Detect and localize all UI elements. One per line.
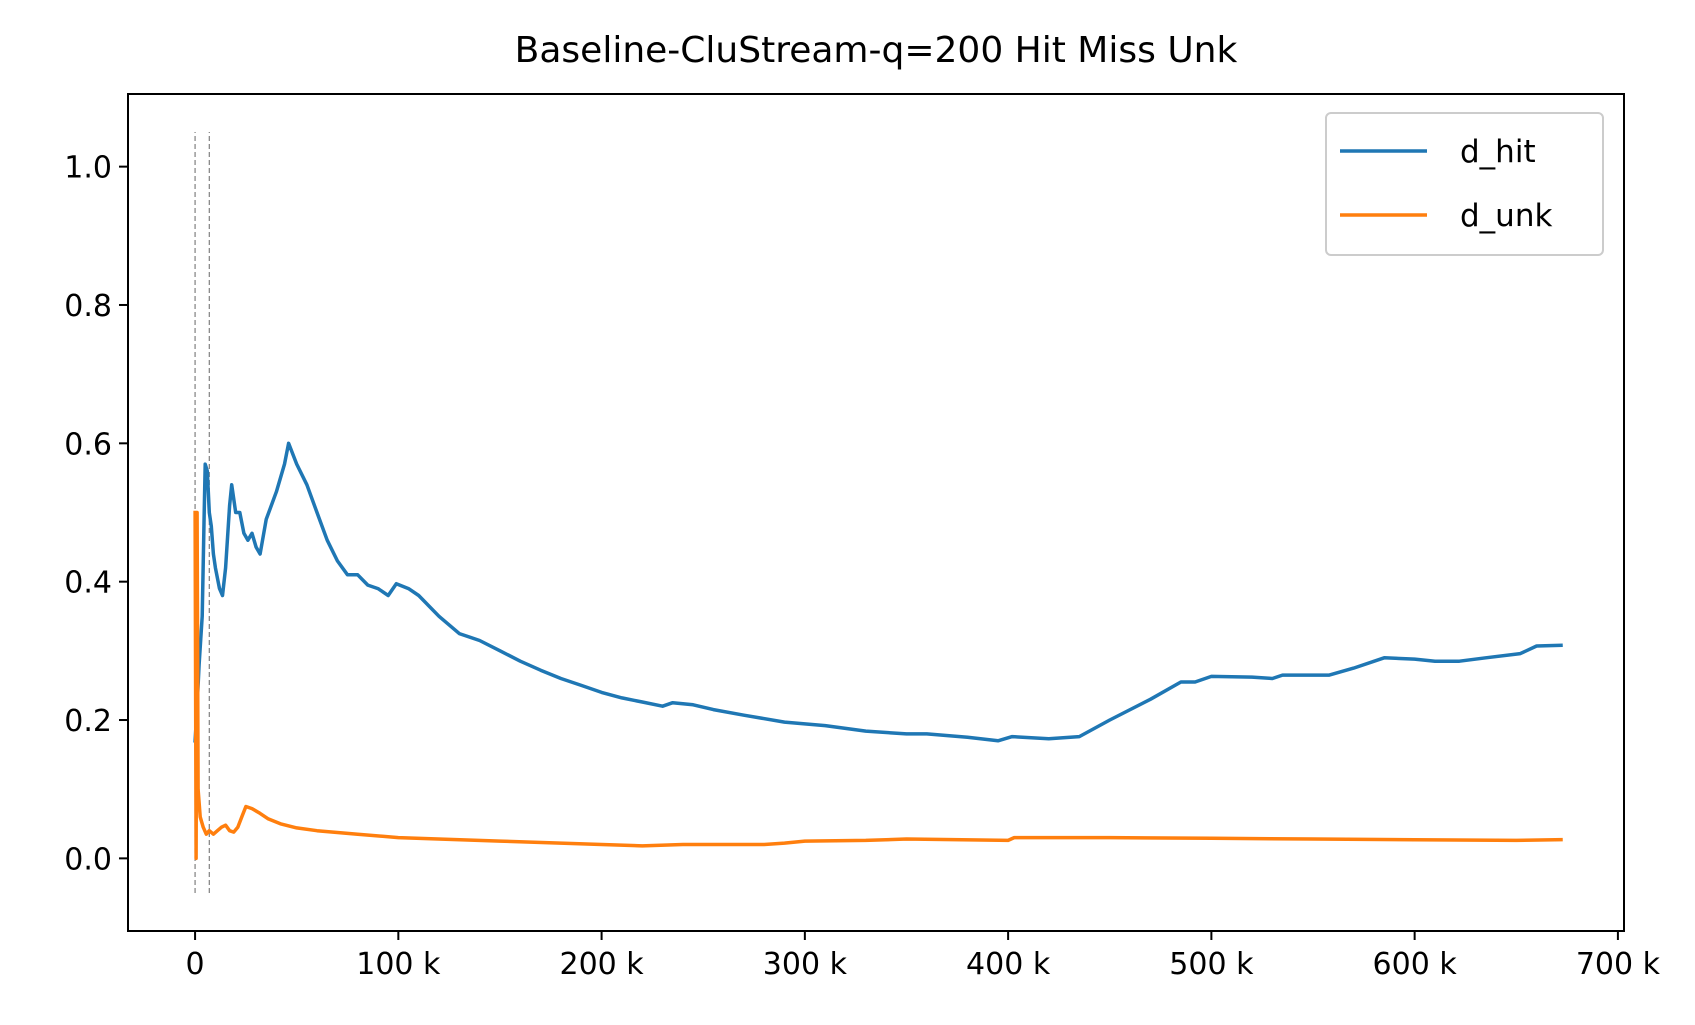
legend: d_hit d_unk [1325, 112, 1604, 256]
legend-box [1325, 112, 1604, 256]
legend-label-d-hit: d_hit [1460, 134, 1536, 170]
x-tick-label: 200 k [560, 947, 645, 982]
series-line-d-hit [193, 441, 1563, 743]
y-tick-label: 0.4 [64, 566, 112, 601]
x-tick-label: 700 k [1576, 947, 1661, 982]
y-axis: 0.0 0.2 0.4 0.6 0.8 1.0 [64, 151, 128, 877]
legend-label-d-unk: d_unk [1460, 198, 1552, 234]
plot-frame [127, 93, 1625, 932]
chart-title: Baseline-CluStream-q=200 Hit Miss Unk [515, 30, 1238, 71]
x-axis: 0 100 k 200 k 300 k 400 k 500 k 600 k 700 k [186, 931, 1661, 982]
series-line-d-unk [193, 510, 1563, 861]
y-tick-label: 0.8 [64, 289, 112, 324]
y-tick-label: 0.6 [64, 427, 112, 462]
x-tick-label: 300 k [763, 947, 848, 982]
plot-area [193, 132, 1563, 893]
x-tick-label: 400 k [966, 947, 1051, 982]
x-tick-label: 100 k [356, 947, 441, 982]
x-tick-label: 0 [186, 947, 205, 982]
x-tick-label: 600 k [1373, 947, 1458, 982]
y-tick-label: 0.0 [64, 842, 112, 877]
y-tick-label: 1.0 [64, 151, 112, 186]
x-tick-label: 500 k [1169, 947, 1254, 982]
y-tick-label: 0.2 [64, 704, 112, 739]
